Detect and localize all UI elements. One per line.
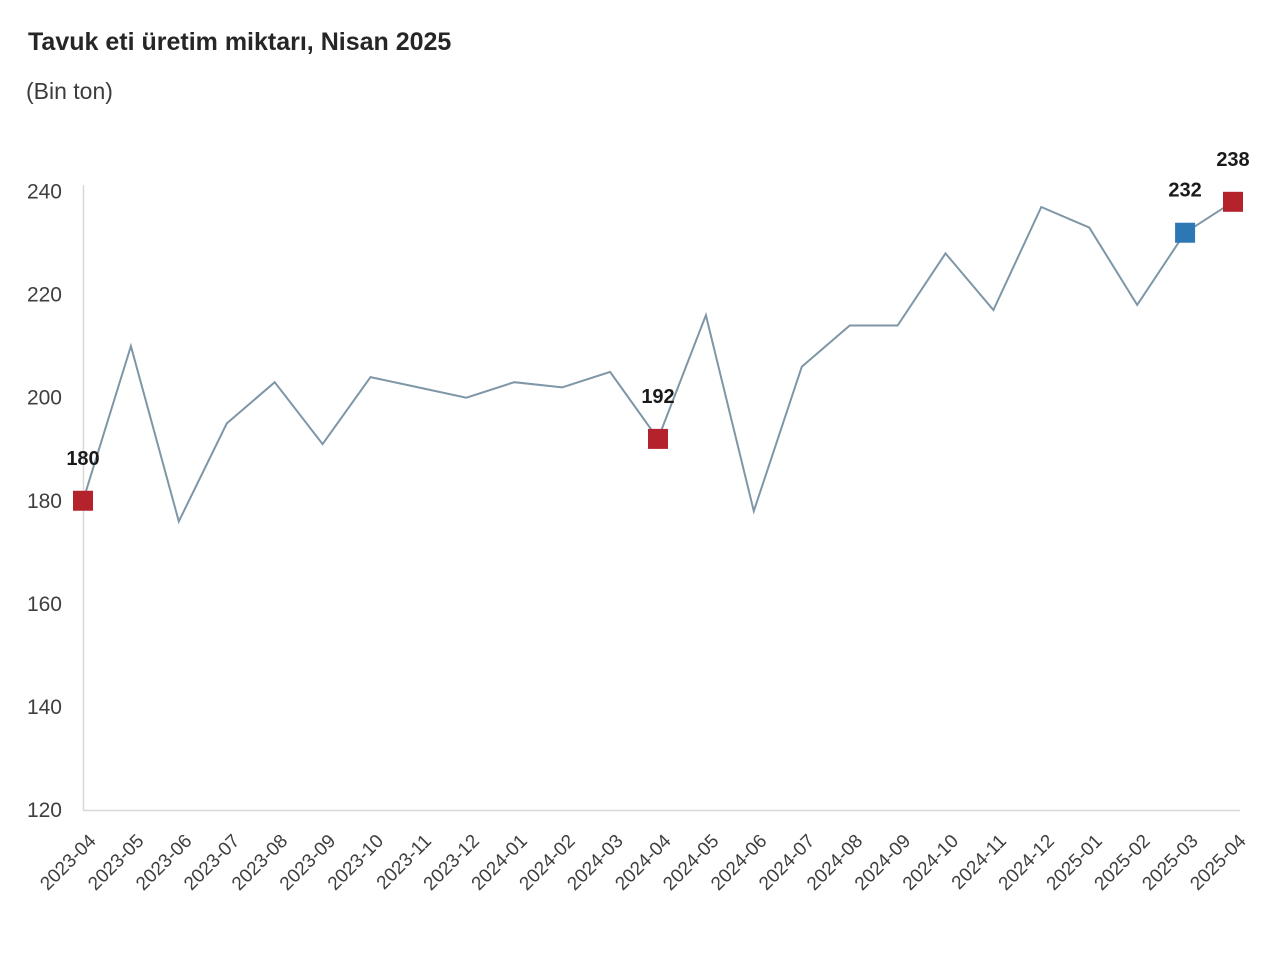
marker-value-label: 232 bbox=[1168, 180, 1201, 202]
marker-value-label: 180 bbox=[66, 448, 99, 470]
y-tick-label: 160 bbox=[27, 593, 62, 616]
marker-value-label: 238 bbox=[1216, 149, 1249, 171]
series-line bbox=[82, 200, 1234, 525]
y-tick-label: 200 bbox=[27, 387, 62, 410]
y-tick-label: 140 bbox=[27, 696, 62, 719]
marker-square bbox=[1175, 222, 1196, 243]
marker-value-label: 192 bbox=[641, 386, 674, 408]
marker-square bbox=[73, 490, 93, 511]
y-tick-label: 180 bbox=[27, 490, 62, 513]
y-tick-label: 220 bbox=[27, 284, 62, 307]
y-tick-label: 120 bbox=[27, 799, 62, 822]
marker-square bbox=[1223, 191, 1243, 212]
marker-square bbox=[648, 428, 668, 449]
chart-title: Tavuk eti üretim miktarı, Nisan 2025 bbox=[28, 28, 452, 56]
chart-unit-label: (Bin ton) bbox=[26, 78, 113, 104]
y-tick-label: 240 bbox=[27, 181, 62, 204]
